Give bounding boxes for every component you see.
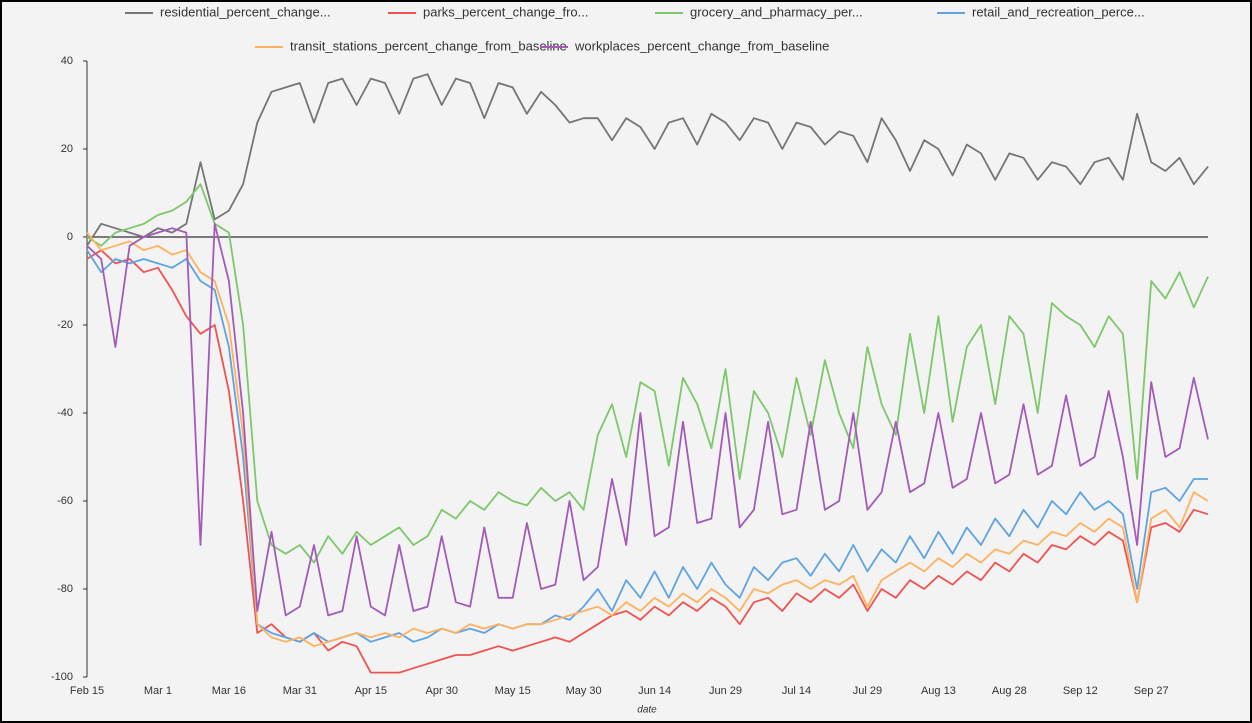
x-tick-label: Apr 15	[355, 685, 387, 697]
x-tick-label: Feb 15	[70, 685, 104, 697]
y-tick-label: 40	[61, 55, 73, 67]
series-line	[86, 73, 1209, 247]
series-line	[86, 249, 1208, 643]
x-tick-label: Jun 29	[709, 685, 742, 697]
x-tick-label: Jun 14	[638, 685, 671, 697]
series-line	[86, 232, 1209, 648]
y-tick-label: -40	[57, 407, 73, 419]
x-tick-label: Mar 31	[283, 685, 317, 697]
legend-label: retail_and_recreation_perce...	[972, 4, 1145, 19]
y-tick-label: 20	[61, 143, 73, 155]
y-tick-label: -80	[57, 583, 73, 595]
x-tick-label: Mar 16	[212, 685, 246, 697]
y-tick-label: -20	[57, 319, 73, 331]
x-tick-label: Apr 30	[426, 685, 458, 697]
series-line	[86, 222, 1209, 617]
legend-label: grocery_and_pharmacy_per...	[690, 4, 863, 19]
x-tick-label: Aug 28	[992, 685, 1027, 697]
x-tick-label: Sep 12	[1063, 685, 1098, 697]
x-tick-label: May 15	[495, 685, 531, 697]
series-line	[86, 249, 1209, 674]
x-tick-label: Aug 13	[921, 685, 956, 697]
legend-label: residential_percent_change...	[160, 4, 331, 19]
legend-label: workplaces_percent_change_from_baseline	[574, 38, 829, 53]
x-tick-label: May 30	[566, 685, 602, 697]
x-axis-title: date	[637, 705, 657, 716]
legend-label: parks_percent_change_fro...	[423, 4, 589, 19]
x-tick-label: Sep 27	[1134, 685, 1169, 697]
x-tick-label: Jul 14	[782, 685, 811, 697]
y-tick-label: -100	[51, 671, 73, 683]
legend-label: transit_stations_percent_change_from_bas…	[290, 38, 567, 53]
x-tick-label: Jul 29	[853, 685, 882, 697]
y-tick-label: -60	[57, 495, 73, 507]
y-tick-label: 0	[67, 231, 73, 243]
x-tick-label: Mar 1	[144, 685, 172, 697]
